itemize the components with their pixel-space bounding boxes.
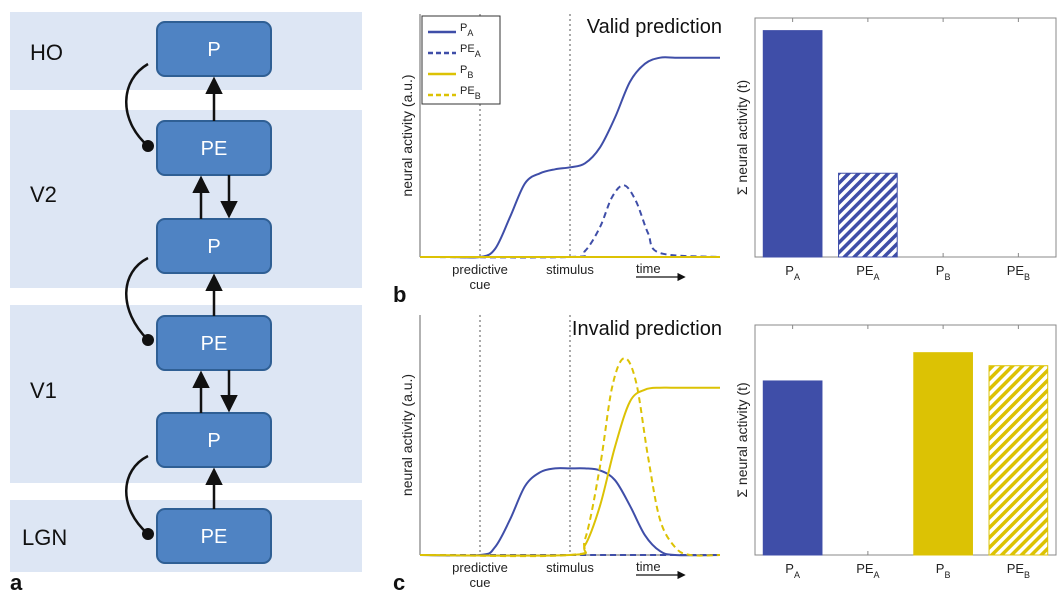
node-pe-v1: PE bbox=[156, 315, 272, 371]
x-axis-label: time bbox=[636, 559, 661, 574]
line-chart-b: Valid prediction neural activity (a.u.) pr… bbox=[399, 14, 722, 292]
legend-box bbox=[421, 15, 501, 105]
category-label: PA bbox=[785, 263, 800, 282]
node-pe-lgn: PE bbox=[156, 508, 272, 564]
node-pe-v2: PE bbox=[156, 120, 272, 176]
bar-p-b bbox=[913, 352, 973, 556]
y-axis-label: neural activity (a.u.) bbox=[399, 374, 415, 496]
svg-text:P: P bbox=[207, 236, 220, 258]
legend: PA PEA PB PEB bbox=[421, 15, 501, 105]
panel-label-b: b bbox=[393, 282, 406, 307]
event-marker-label: cue bbox=[470, 575, 491, 590]
hierarchy-diagram: HO V2 V1 LGN P PE P PE P PE bbox=[10, 12, 362, 595]
legend-label: PA bbox=[460, 22, 473, 38]
svg-text:PE: PE bbox=[201, 333, 228, 355]
category-label: PA bbox=[785, 561, 800, 580]
node-p-ho: P bbox=[156, 21, 272, 77]
legend-label: PB bbox=[460, 64, 473, 80]
line-chart-c: Invalid prediction neural activity (a.u.)… bbox=[399, 315, 722, 590]
chart-title: Valid prediction bbox=[587, 16, 722, 38]
series-pe-a bbox=[419, 184, 721, 259]
legend-label: PEA bbox=[460, 43, 481, 59]
inhibitory-arc-ho bbox=[125, 62, 154, 152]
y-axis-label: neural activity (a.u.) bbox=[399, 74, 415, 196]
category-label: PEA bbox=[856, 263, 879, 282]
event-marker-label: predictive bbox=[452, 262, 508, 277]
bar-p-a bbox=[762, 30, 823, 258]
category-label: PEB bbox=[1007, 263, 1030, 282]
legend-label: PEB bbox=[460, 85, 481, 101]
node-p-v2: P bbox=[156, 218, 272, 274]
band-label-v1: V1 bbox=[30, 378, 57, 403]
y-axis-label: Σ neural activity (t) bbox=[734, 80, 750, 195]
svg-text:P: P bbox=[207, 430, 220, 452]
chart-title: Invalid prediction bbox=[572, 318, 722, 340]
charts: Valid prediction neural activity (a.u.) pr… bbox=[399, 14, 1057, 590]
bar-pe-b bbox=[988, 365, 1049, 556]
bar-chart-b: Σ neural activity (t) PA PEA PB PEB bbox=[734, 17, 1057, 282]
series-pe-b bbox=[419, 357, 721, 558]
panel-label-c: c bbox=[393, 570, 405, 595]
band-label-lgn: LGN bbox=[22, 525, 67, 550]
event-marker-label: stimulus bbox=[546, 560, 594, 575]
panel-label-a: a bbox=[10, 570, 23, 595]
plot-frame bbox=[754, 324, 1057, 556]
series-p-a bbox=[419, 467, 721, 557]
y-axis-label: Σ neural activity (t) bbox=[734, 382, 750, 497]
category-label: PB bbox=[936, 561, 951, 580]
event-marker-label: predictive bbox=[452, 560, 508, 575]
category-label: PB bbox=[936, 263, 951, 282]
svg-text:P: P bbox=[207, 39, 220, 61]
event-marker-label: cue bbox=[470, 277, 491, 292]
category-label: PEA bbox=[856, 561, 879, 580]
inhibitory-arc-v2 bbox=[125, 256, 154, 346]
plot-frame bbox=[754, 17, 1057, 258]
series-p-a bbox=[419, 56, 720, 259]
bar-pe-a bbox=[838, 172, 898, 258]
x-axis-label: time bbox=[636, 261, 661, 276]
band-label-v2: V2 bbox=[30, 182, 57, 207]
svg-text:PE: PE bbox=[201, 526, 228, 548]
svg-text:PE: PE bbox=[201, 138, 228, 160]
node-p-v1: P bbox=[156, 412, 272, 468]
bar-p-a bbox=[762, 380, 823, 556]
band-label-ho: HO bbox=[30, 40, 63, 65]
bar-chart-c: Σ neural activity (t) PA PEA PB PEB bbox=[734, 324, 1057, 580]
category-label: PEB bbox=[1007, 561, 1030, 580]
event-marker-label: stimulus bbox=[546, 262, 594, 277]
inhibitory-arc-v1 bbox=[125, 454, 154, 540]
